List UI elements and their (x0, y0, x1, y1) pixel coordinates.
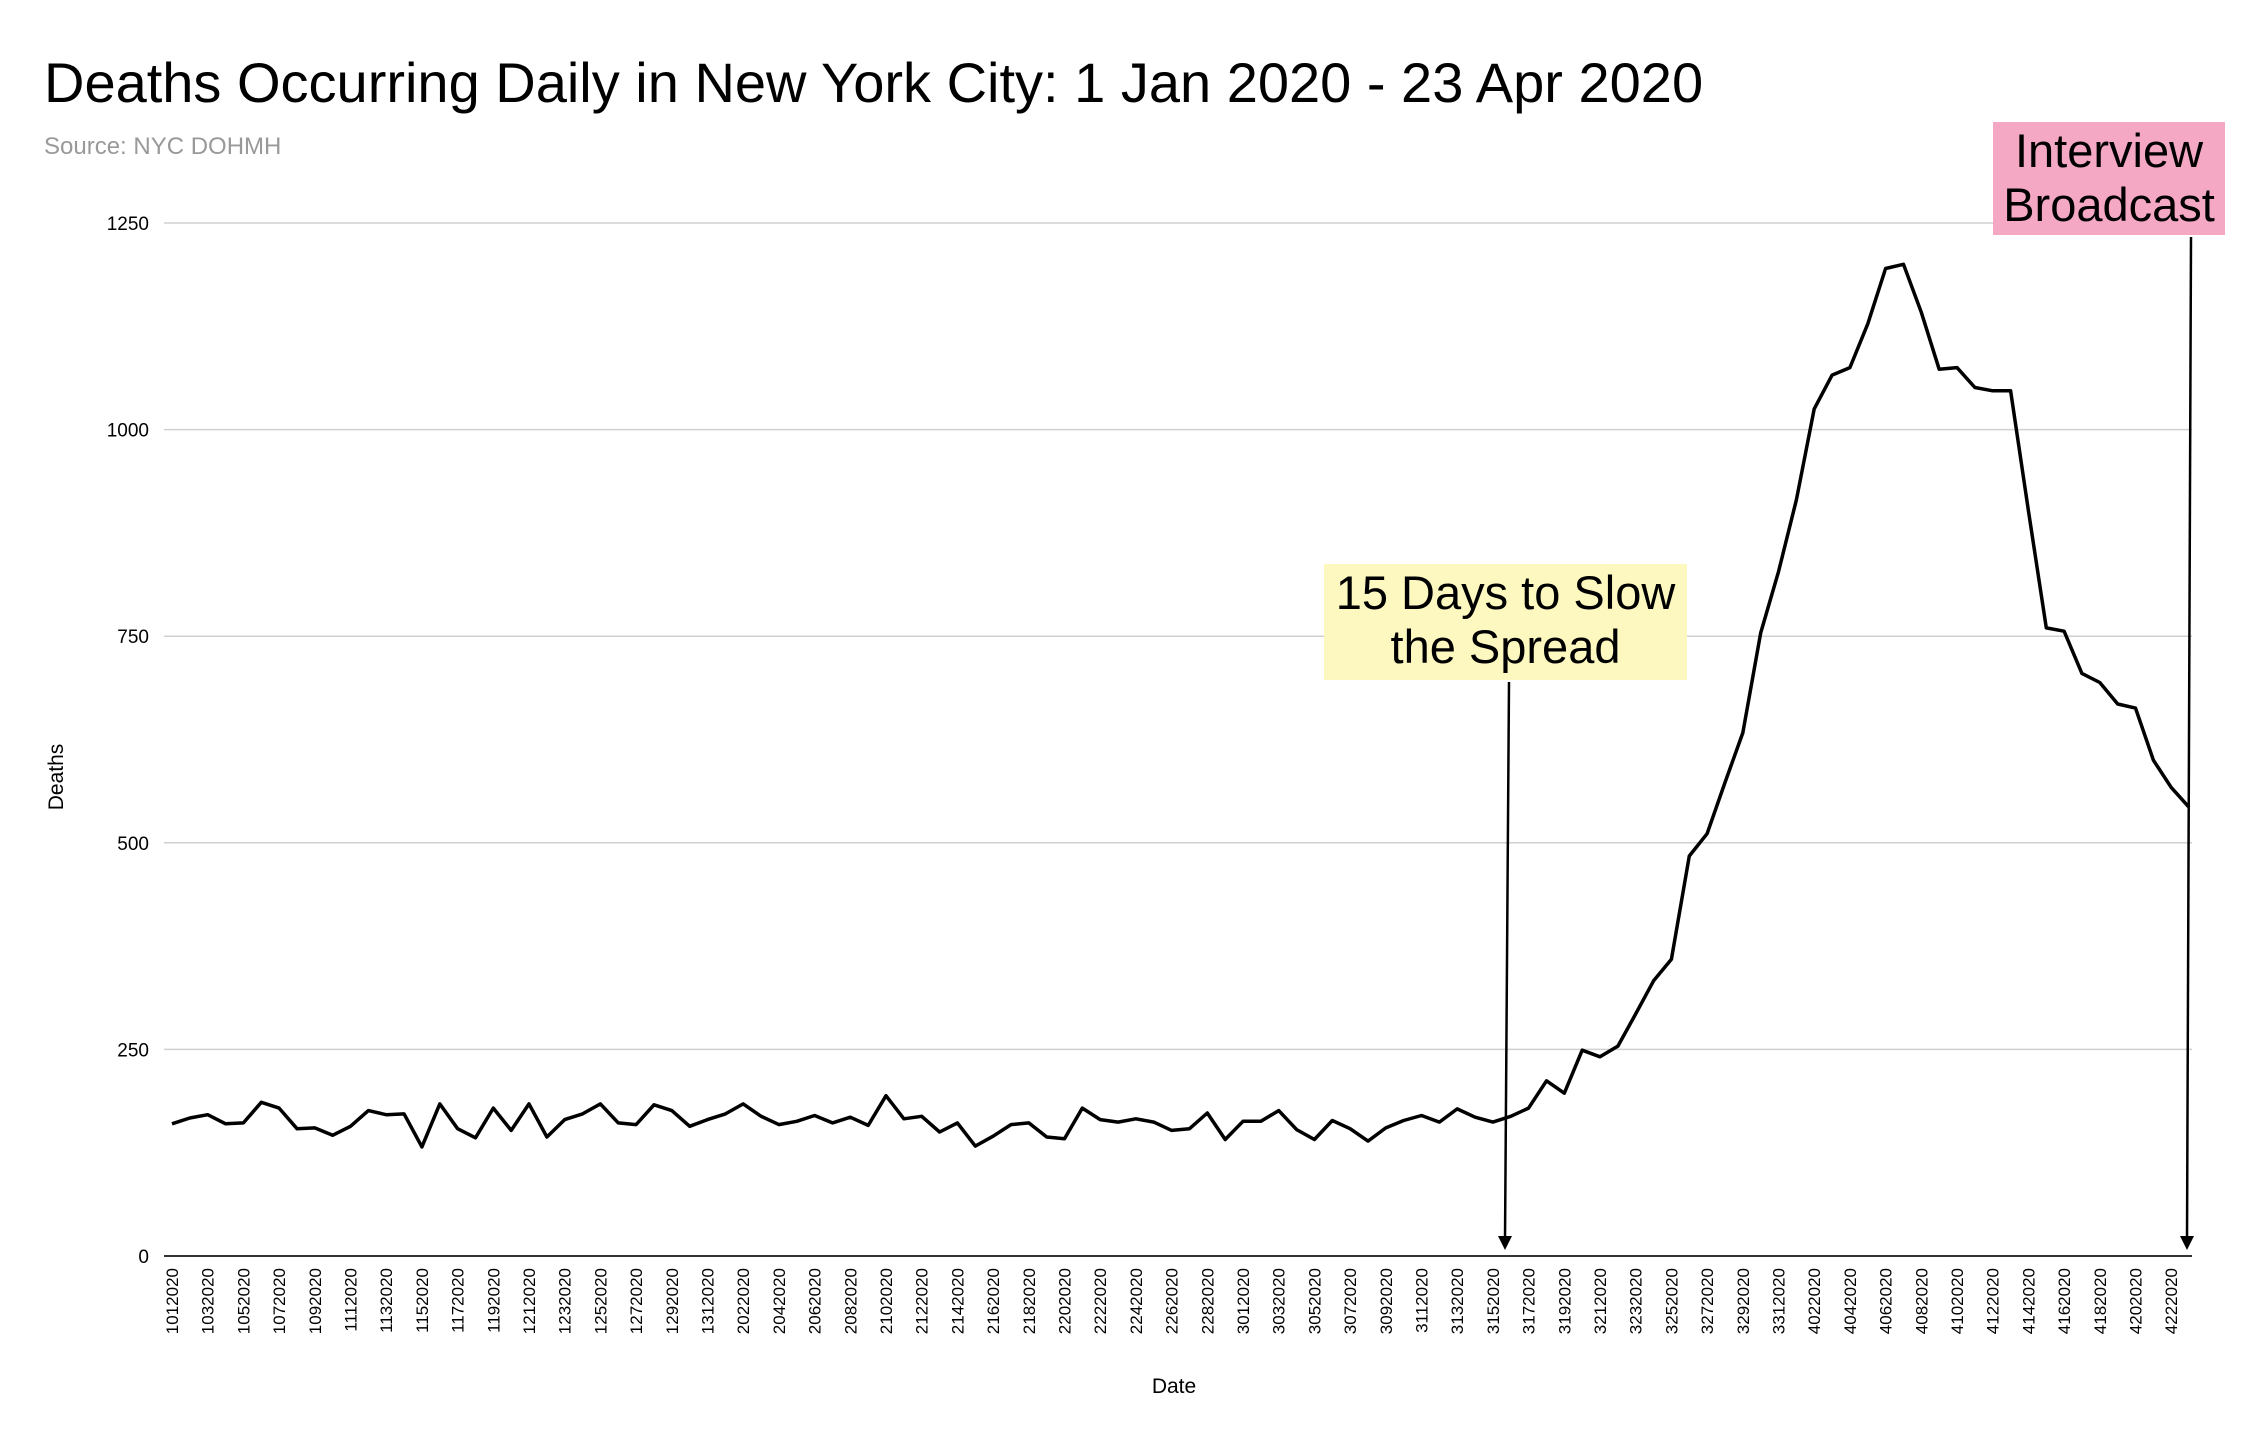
x-tick-label: 1052020 (234, 1268, 253, 1334)
x-tick-label: 2162020 (984, 1268, 1003, 1334)
x-tick-label: 2062020 (806, 1268, 825, 1334)
x-tick-label: 3032020 (1270, 1268, 1289, 1334)
annotation-box (1993, 122, 2225, 235)
x-tick-label: 1172020 (449, 1268, 468, 1333)
x-tick-label: 4102020 (1948, 1268, 1967, 1334)
y-tick-label: 500 (117, 834, 149, 855)
x-tick-label: 4122020 (1984, 1268, 2003, 1334)
x-tick-label: 4202020 (2127, 1268, 2146, 1334)
x-tick-label: 3132020 (1448, 1268, 1467, 1334)
y-axis-ticks: 0 250 500 750 1000 1250 (107, 214, 149, 1268)
annotation-text: the Spread (1391, 620, 1621, 673)
x-tick-label: 2022020 (734, 1268, 753, 1334)
y-axis-label: Deaths (45, 744, 68, 811)
x-tick-label: 2222020 (1091, 1268, 1110, 1334)
x-tick-label: 3072020 (1341, 1268, 1360, 1334)
x-tick-label: 3312020 (1770, 1268, 1789, 1334)
x-tick-label: 3272020 (1698, 1268, 1717, 1334)
annotation-text: Broadcast (2003, 178, 2215, 231)
x-tick-label: 2142020 (948, 1268, 967, 1334)
x-tick-label: 1032020 (199, 1268, 218, 1334)
x-tick-label: 4162020 (2055, 1268, 2074, 1334)
x-tick-label: 4222020 (2162, 1268, 2181, 1334)
x-tick-label: 4082020 (1912, 1268, 1931, 1334)
x-tick-label: 2122020 (913, 1268, 932, 1334)
x-tick-label: 2262020 (1163, 1268, 1182, 1334)
x-tick-label: 1292020 (663, 1268, 682, 1334)
x-tick-label: 2082020 (841, 1268, 860, 1334)
x-tick-label: 1092020 (306, 1268, 325, 1334)
x-tick-label: 1272020 (627, 1268, 646, 1334)
x-tick-label: 3232020 (1627, 1268, 1646, 1334)
x-tick-label: 1112020 (342, 1268, 361, 1332)
y-tick-label: 1000 (107, 421, 149, 442)
annotation-text: 15 Days to Slow (1336, 566, 1677, 619)
x-tick-label: 2042020 (770, 1268, 789, 1334)
annotation-arrow (2185, 236, 2193, 1241)
x-tick-label: 1132020 (377, 1268, 396, 1333)
y-tick-label: 250 (117, 1040, 149, 1061)
x-tick-label: 3112020 (1413, 1268, 1432, 1333)
annotation-arrow (1503, 681, 1511, 1241)
x-tick-label: 1232020 (556, 1268, 575, 1334)
arrowhead-icon (1498, 1236, 1512, 1250)
x-axis-label: Date (1152, 1375, 1196, 1398)
chart-title: Deaths Occurring Daily in New York City:… (44, 51, 1704, 114)
x-tick-label: 2282020 (1198, 1268, 1217, 1334)
x-tick-label: 2242020 (1127, 1268, 1146, 1334)
annotation-box (1324, 564, 1687, 680)
x-tick-label: 1152020 (413, 1268, 432, 1333)
y-tick-label: 1250 (107, 214, 149, 235)
x-tick-label: 3192020 (1555, 1268, 1574, 1334)
x-tick-label: 4062020 (1877, 1268, 1896, 1334)
arrowhead-icon (2180, 1236, 2194, 1250)
x-tick-label: 3092020 (1377, 1268, 1396, 1334)
x-tick-label: 3052020 (1305, 1268, 1324, 1334)
x-tick-label: 2202020 (1056, 1268, 1075, 1334)
x-tick-label: 1072020 (270, 1268, 289, 1334)
x-tick-label: 1252020 (591, 1268, 610, 1334)
x-tick-label: 4022020 (1805, 1268, 1824, 1334)
x-tick-label: 3012020 (1234, 1268, 1253, 1334)
x-tick-label: 3292020 (1734, 1268, 1753, 1334)
y-tick-label: 750 (117, 627, 149, 648)
x-tick-label: 1192020 (484, 1268, 503, 1333)
x-tick-label: 3172020 (1520, 1268, 1539, 1334)
gridlines (164, 222, 2192, 1051)
x-tick-label: 1212020 (520, 1268, 539, 1334)
y-tick-label: 0 (138, 1247, 149, 1268)
chart-subtitle: Source: NYC DOHMH (44, 133, 282, 160)
x-tick-label: 3252020 (1662, 1268, 1681, 1334)
x-tick-label: 4142020 (2019, 1268, 2038, 1334)
x-tick-label: 1012020 (163, 1268, 182, 1334)
x-tick-label: 4042020 (1841, 1268, 1860, 1334)
x-axis-ticks: 1012020 1032020 1052020 1072020 1092020 11120… (163, 1268, 2181, 1334)
x-tick-label: 3212020 (1591, 1268, 1610, 1334)
x-tick-label: 2182020 (1020, 1268, 1039, 1334)
annotation-text: Interview (2015, 124, 2204, 177)
x-tick-label: 4182020 (2091, 1268, 2110, 1334)
x-tick-label: 3152020 (1484, 1268, 1503, 1334)
x-tick-label: 2102020 (877, 1268, 896, 1334)
series-line-deaths (171, 262, 2191, 1149)
x-tick-label: 1312020 (699, 1268, 718, 1334)
